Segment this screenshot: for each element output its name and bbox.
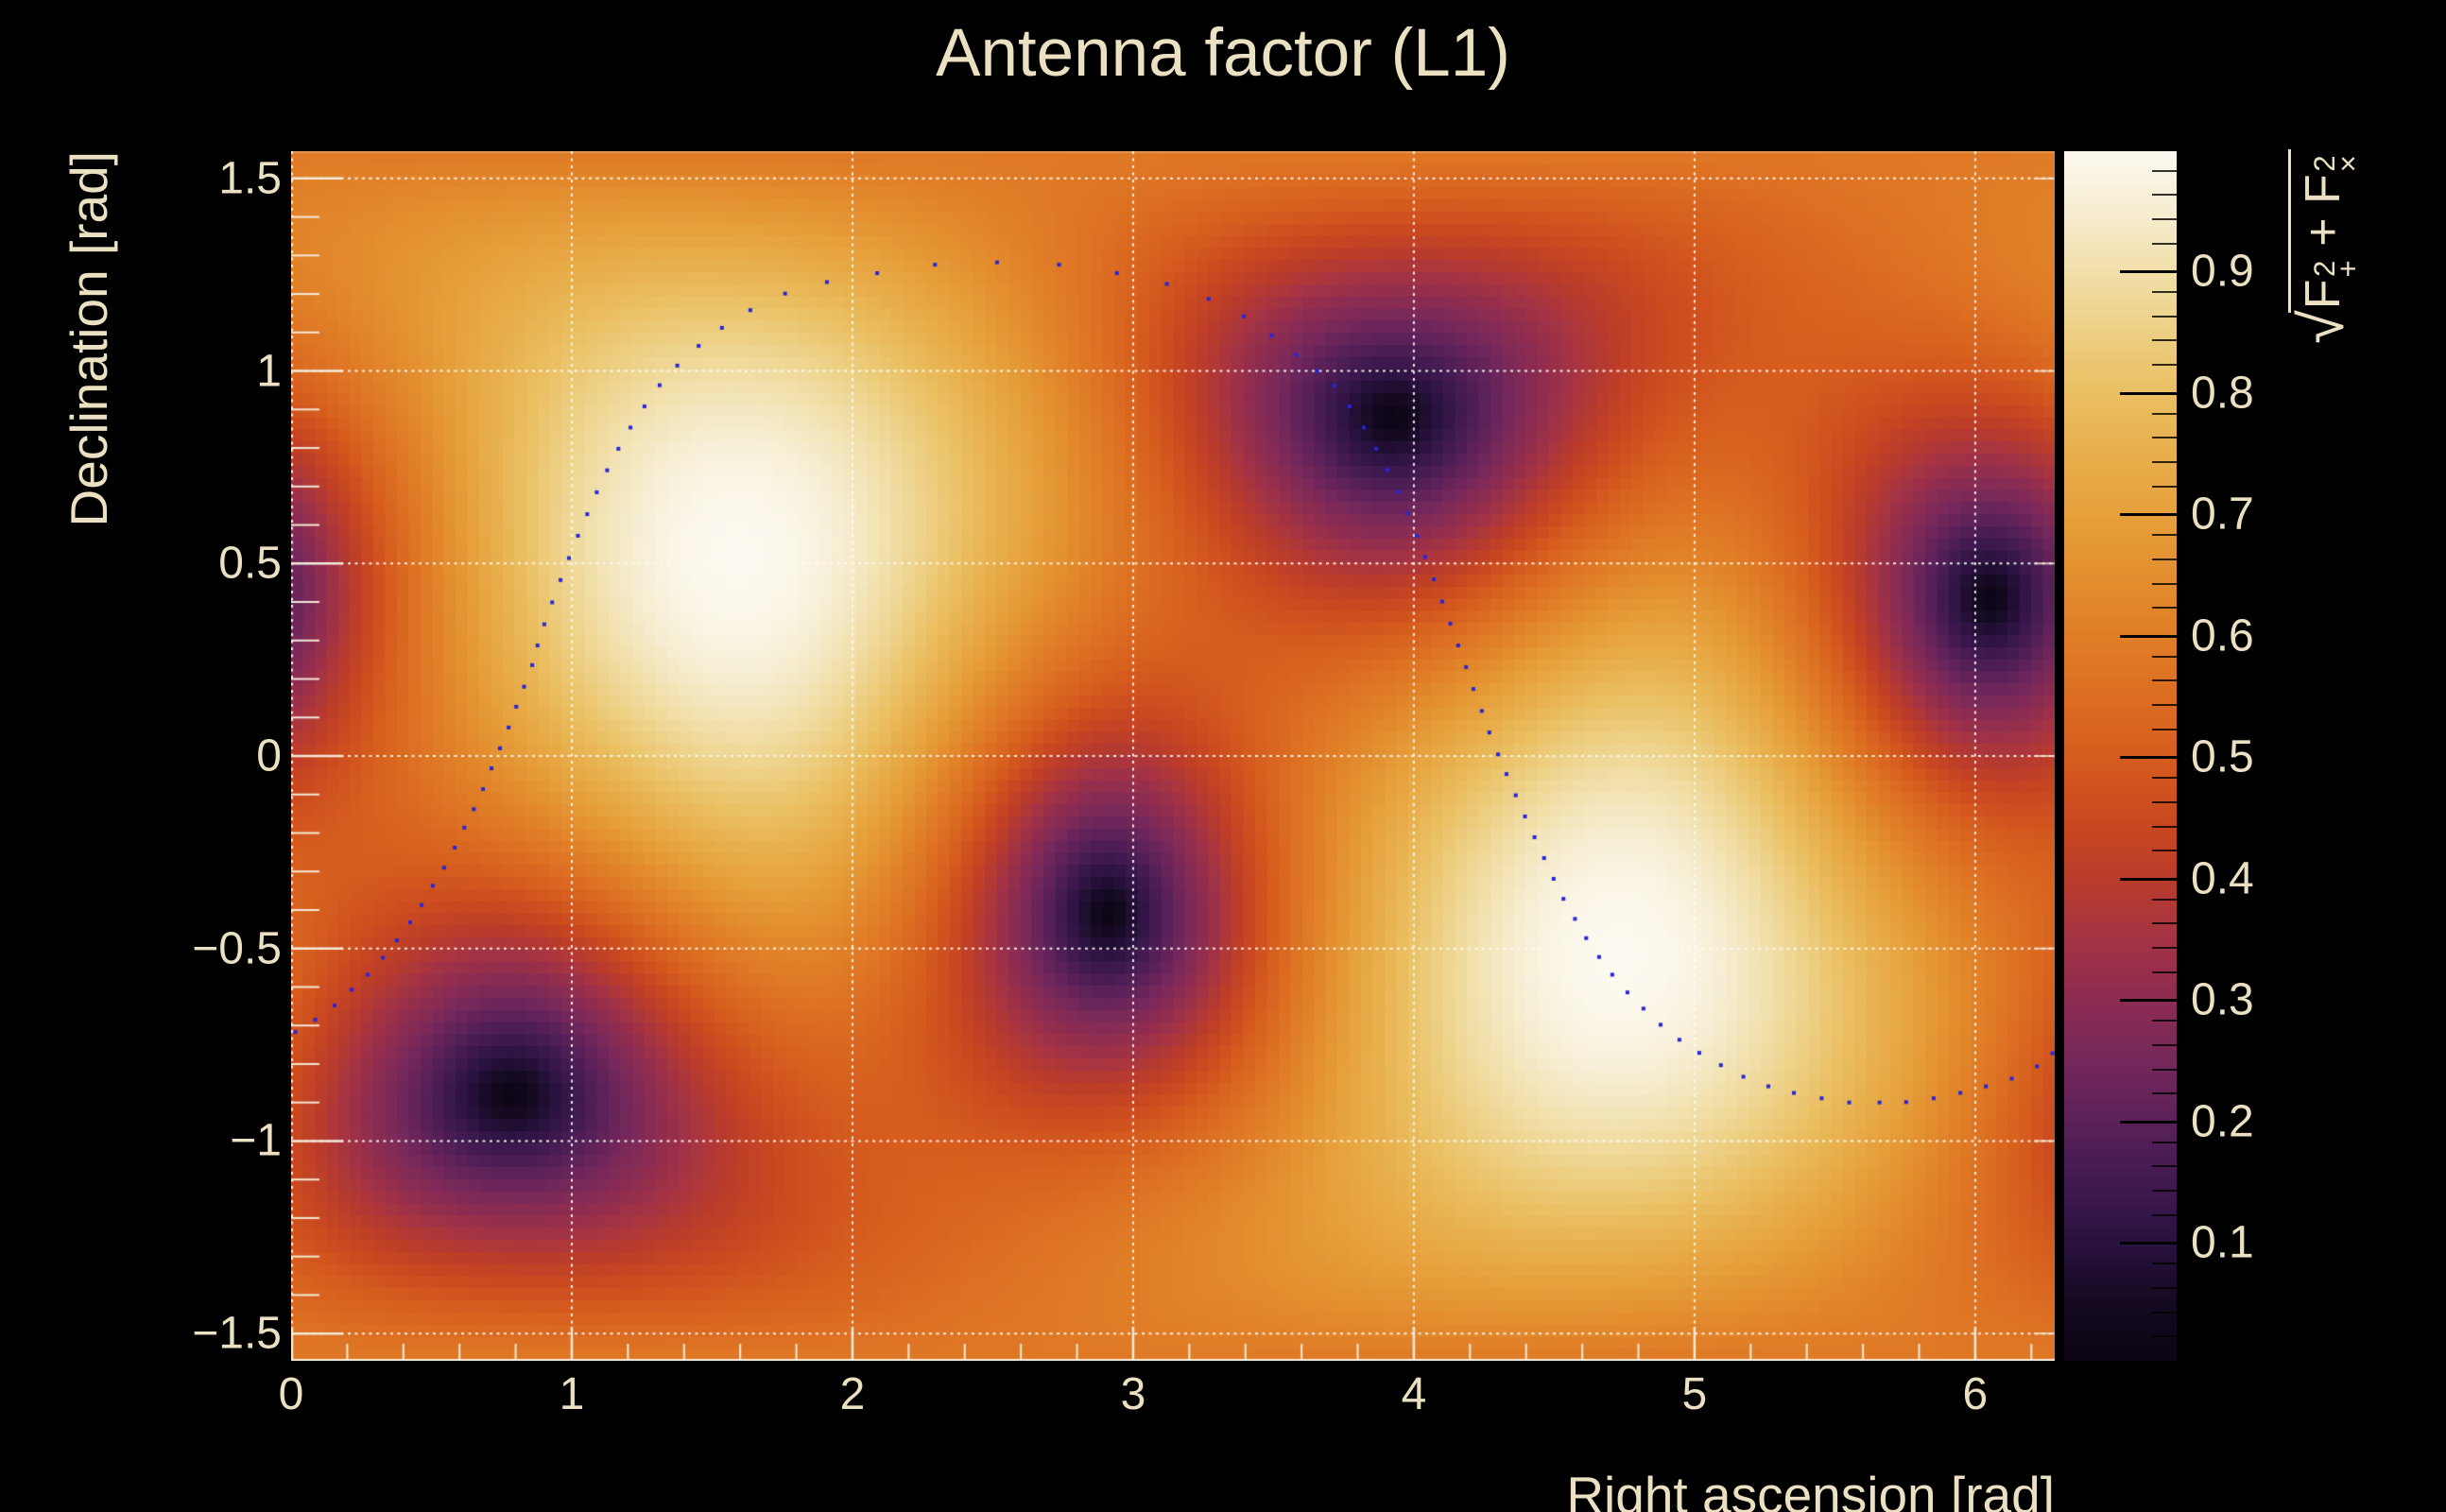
sup-sub-stack: 2 × <box>2308 155 2366 173</box>
colorbar-tick-label: 0.2 <box>2191 1096 2254 1147</box>
colorbar-tick-label: 0.1 <box>2191 1217 2254 1268</box>
F-symbol: F <box>2296 279 2351 310</box>
y-tick-label: 1 <box>256 346 282 397</box>
x-tick-label: 4 <box>1401 1369 1427 1419</box>
y-tick-label: 1.5 <box>218 153 282 204</box>
colorbar-tick-label: 0.4 <box>2191 853 2254 904</box>
chart-title: Antenna factor (L1) <box>936 16 1510 91</box>
y-tick-label: 0 <box>256 730 282 782</box>
plus-operator: + <box>2296 203 2351 261</box>
plot-overlay-canvas <box>291 151 2055 1361</box>
colorbar-tick-label: 0.7 <box>2191 489 2254 540</box>
colorbar-title: √F 2 + + F 2 × <box>2282 149 2366 344</box>
sqrt-symbol: √ <box>2287 310 2356 344</box>
x-tick-label: 5 <box>1681 1369 1708 1419</box>
y-tick-label: −1.5 <box>192 1308 282 1359</box>
y-tick-label: −1 <box>230 1115 282 1166</box>
x-tick-label: 3 <box>1120 1369 1146 1419</box>
F-symbol: F <box>2296 174 2351 204</box>
x-tick-label: 1 <box>559 1369 585 1419</box>
colorbar-gradient <box>2064 151 2177 1361</box>
colorbar-tick-label: 0.6 <box>2191 610 2254 662</box>
colorbar-tick-label: 0.8 <box>2191 368 2254 419</box>
x-tick-label: 0 <box>278 1369 304 1419</box>
x-axis-title: Right ascension [rad] <box>1566 1466 2055 1512</box>
x-tick-label: 6 <box>1962 1369 1989 1419</box>
colorbar-tick-label: 0.5 <box>2191 731 2254 782</box>
y-tick-label: 0.5 <box>218 538 282 589</box>
colorbar-tick-label: 0.3 <box>2191 974 2254 1025</box>
x-tick-label: 2 <box>839 1369 866 1419</box>
y-tick-label: −0.5 <box>192 923 282 974</box>
colorbar-tick-label: 0.9 <box>2191 246 2254 297</box>
sup-sub-stack: 2 + <box>2308 260 2366 278</box>
sqrt-radicand: F 2 + + F 2 × <box>2288 149 2366 314</box>
y-axis-title: Declination [rad] <box>60 151 118 527</box>
